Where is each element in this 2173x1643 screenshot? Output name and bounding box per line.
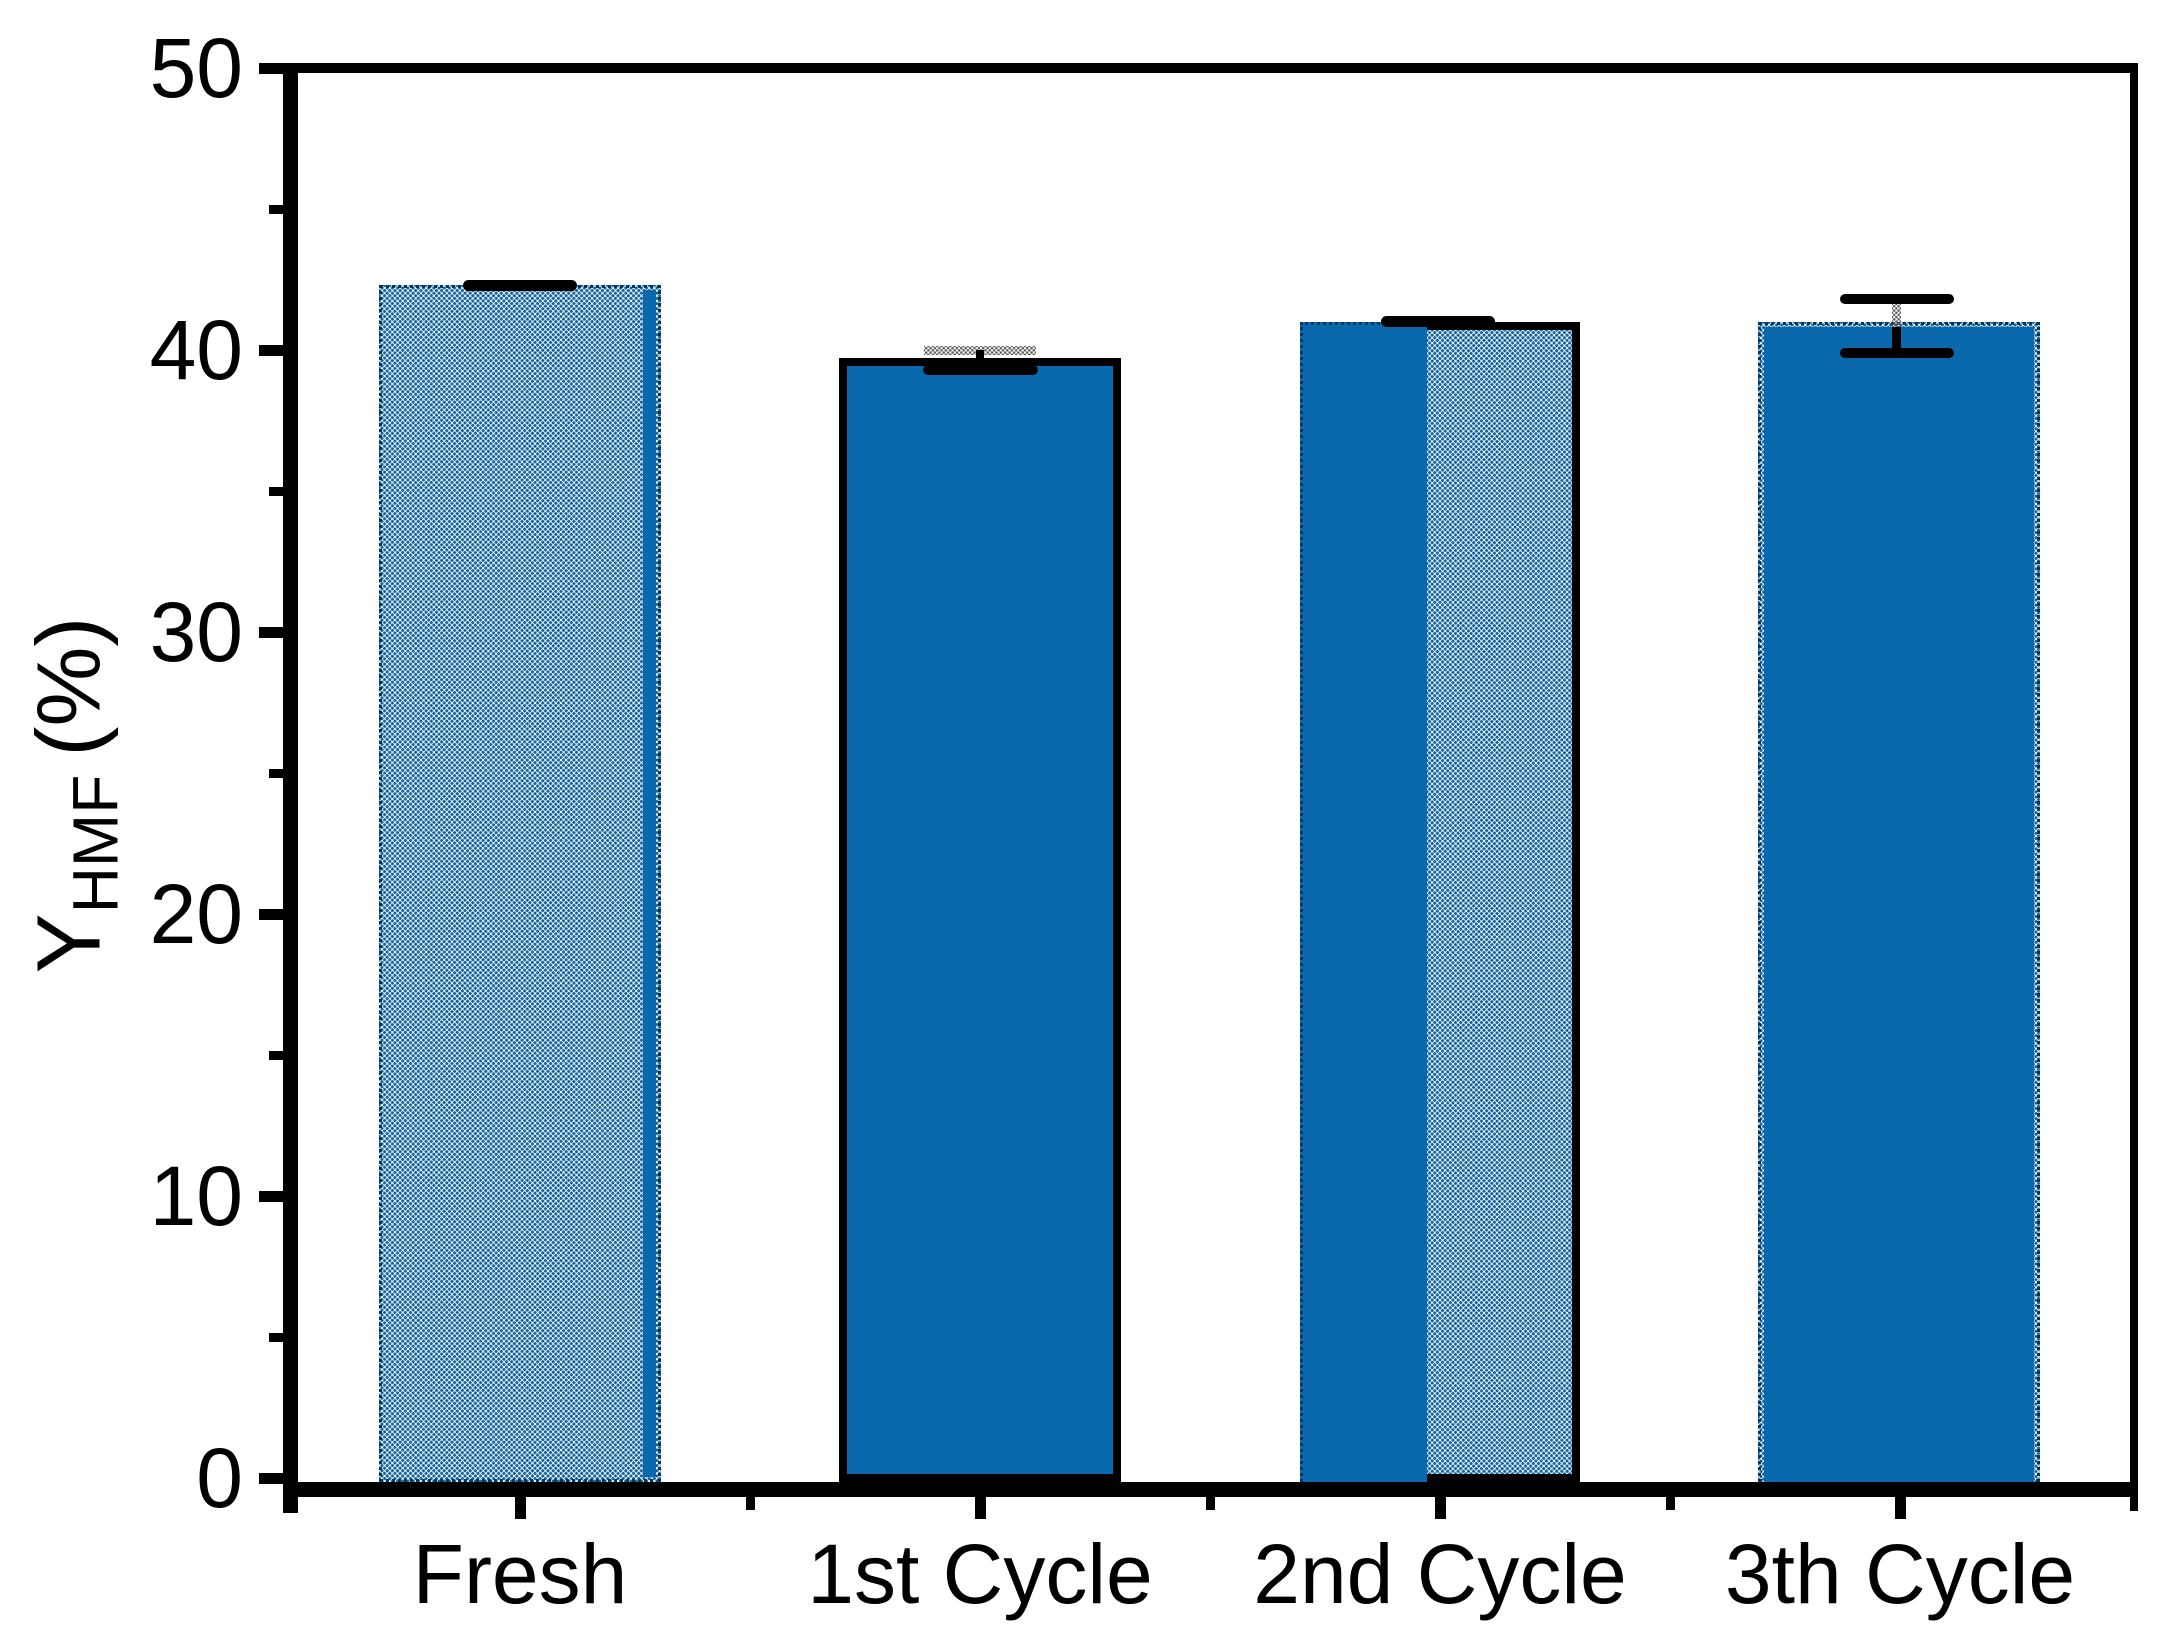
- y-major-tick: [259, 344, 283, 356]
- x-tick-label: 3th Cycle: [1724, 1527, 2076, 1621]
- x-major-tick: [974, 1497, 986, 1519]
- x-axis-end-tick: [2130, 1497, 2138, 1511]
- x-minor-tick: [1665, 1497, 1675, 1510]
- bar-fresh-solid-stripe: [643, 290, 656, 1477]
- x-major-tick: [1434, 1497, 1446, 1519]
- y-tick-label: 40: [149, 303, 243, 397]
- y-tick-label: 20: [149, 867, 243, 961]
- y-tick-label: 0: [196, 1431, 243, 1525]
- x-minor-tick: [1205, 1497, 1215, 1510]
- error-cap-fresh: [463, 279, 577, 291]
- y-major-tick: [259, 1190, 283, 1202]
- bar-fresh-pattern: [379, 285, 661, 1482]
- y-major-tick: [259, 626, 283, 638]
- y-tick-label: 50: [149, 21, 243, 115]
- y-minor-tick: [269, 204, 283, 214]
- x-tick-label: Fresh: [412, 1527, 628, 1621]
- y-minor-tick: [269, 768, 283, 778]
- y-minor-tick: [269, 1050, 283, 1060]
- y-tick-label: 10: [149, 1149, 243, 1243]
- error-cap-upper-3th-cycle: [1840, 294, 1954, 305]
- plot-bars-layer: [298, 73, 2130, 1482]
- bar-2nd-cycle-pattern: [1427, 321, 1580, 1482]
- error-cap-lower-1st-cycle: [922, 364, 1038, 375]
- bar-2nd-cycle-solid: [1300, 321, 1427, 1482]
- y-tick-label: 30: [149, 585, 243, 679]
- error-cap-2nd-cycle: [1381, 315, 1495, 327]
- bar-1st-cycle-solid: [839, 358, 1121, 1482]
- error-cap-lower-3th-cycle: [1840, 347, 1954, 358]
- y-axis-title: YHMF(%): [10, 0, 140, 1590]
- x-major-tick: [514, 1497, 526, 1519]
- y-major-tick: [259, 1472, 283, 1484]
- bar-3th-cycle-solid: [1764, 327, 2034, 1482]
- y-minor-tick: [269, 486, 283, 496]
- y-major-tick: [259, 908, 283, 920]
- error-whisker-1st-cycle: [976, 350, 984, 373]
- x-tick-label: 2nd Cycle: [1253, 1527, 1627, 1621]
- error-whisker-lower-3th-cycle: [1892, 327, 1901, 353]
- x-axis-end-tick: [283, 1497, 298, 1513]
- x-major-tick: [1894, 1497, 1906, 1519]
- error-whisker-upper-3th-cycle: [1892, 304, 1901, 328]
- y-major-tick: [259, 62, 283, 74]
- x-minor-tick: [745, 1497, 755, 1510]
- y-minor-tick: [269, 1332, 283, 1342]
- x-tick-label: 1st Cycle: [807, 1527, 1153, 1621]
